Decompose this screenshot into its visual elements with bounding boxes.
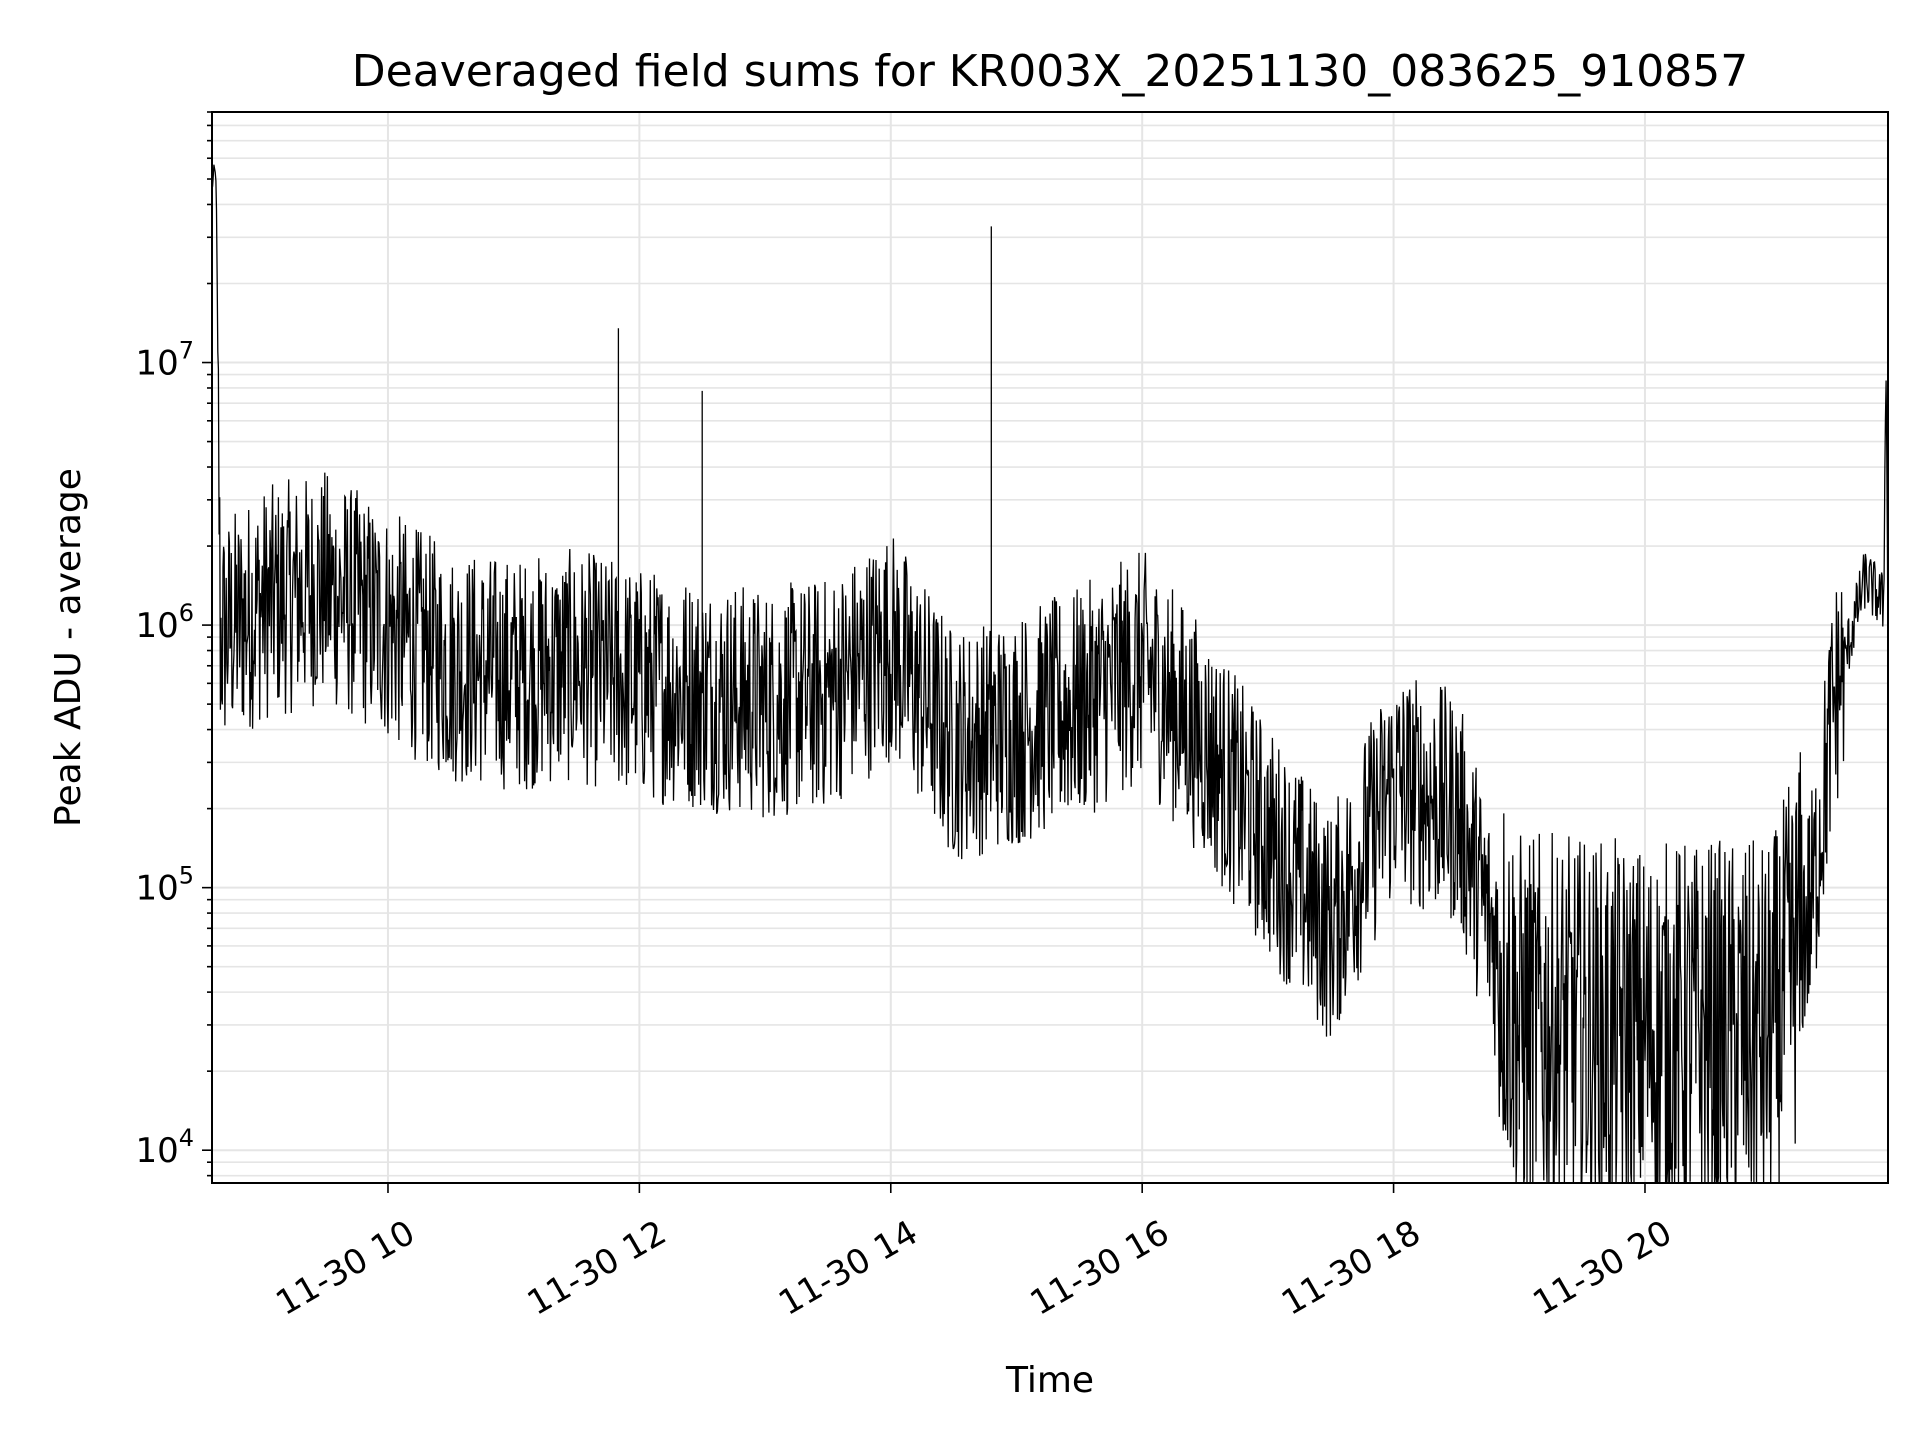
y-tick-base: 10 [135,1131,178,1171]
chart-title: Deaveraged field sums for KR003X_2025113… [352,46,1748,97]
y-tick-base: 10 [135,344,178,384]
y-tick-label: 104 [135,1124,194,1171]
series-line [212,164,1888,1183]
y-tick-label: 105 [135,862,194,909]
y-tick-exponent: 6 [179,599,194,627]
plot-frame [211,111,1889,1184]
y-tick-label: 106 [135,599,194,646]
y-tick-base: 10 [135,606,178,646]
x-axis-label: Time [1005,1360,1094,1401]
y-tick-base: 10 [135,869,178,909]
y-tick-exponent: 4 [179,1124,194,1152]
y-tick-exponent: 5 [179,862,194,890]
y-tick-label: 107 [135,337,194,384]
y-tick-exponent: 7 [179,337,194,365]
y-axis-label: Peak ADU - average [48,468,89,827]
data-series [212,164,1888,1183]
